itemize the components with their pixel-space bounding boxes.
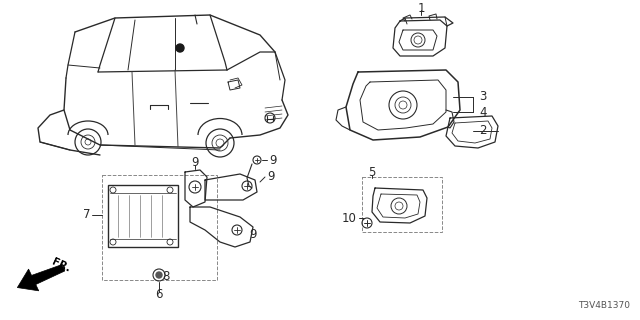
Circle shape bbox=[176, 44, 184, 52]
Text: 1: 1 bbox=[417, 2, 425, 14]
Text: 9: 9 bbox=[267, 171, 275, 183]
Text: 3: 3 bbox=[479, 91, 486, 103]
Bar bbox=[102, 175, 217, 280]
Bar bbox=[362, 177, 442, 232]
Text: 9: 9 bbox=[249, 228, 257, 242]
Text: 6: 6 bbox=[156, 287, 163, 300]
Text: FR.: FR. bbox=[50, 256, 72, 274]
Bar bbox=[108, 185, 178, 247]
Circle shape bbox=[156, 272, 162, 278]
Polygon shape bbox=[17, 265, 65, 291]
Text: 8: 8 bbox=[162, 270, 170, 284]
Text: T3V4B1370: T3V4B1370 bbox=[578, 301, 630, 310]
Text: 7: 7 bbox=[83, 209, 90, 221]
Text: 2: 2 bbox=[479, 124, 486, 138]
Text: 4: 4 bbox=[479, 106, 486, 118]
Text: 9: 9 bbox=[191, 156, 199, 169]
Text: 5: 5 bbox=[368, 166, 376, 180]
Text: 10: 10 bbox=[342, 212, 357, 225]
Text: 9: 9 bbox=[269, 154, 276, 166]
